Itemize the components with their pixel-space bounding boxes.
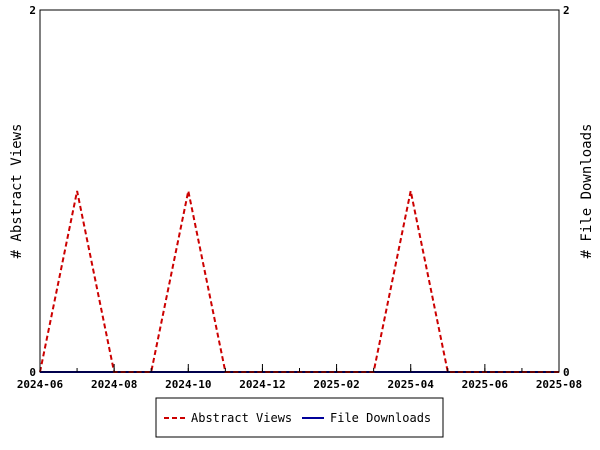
x-tick-label: 2025-02 — [313, 378, 359, 391]
plot-frame — [39, 9, 560, 373]
y-left-tick-label: 2 — [29, 4, 36, 17]
axes: 2024-06 2024-08 2024-10 2024-12 2025-02 2025-… — [17, 4, 582, 391]
x-tick-label: 2024-08 — [91, 378, 137, 391]
y-axis-left-title: # Abstract Views — [9, 124, 25, 259]
x-tick-label: 2025-06 — [462, 378, 509, 391]
y-right-tick-label: 2 — [563, 4, 570, 17]
legend-label-abstract-views: Abstract Views — [191, 411, 292, 425]
legend-box — [155, 397, 444, 438]
x-tick-label: 2025-08 — [536, 378, 582, 391]
y-left-tick-label: 0 — [29, 366, 36, 379]
plot-area — [39, 190, 559, 373]
x-tick-label: 2024-12 — [239, 378, 285, 391]
legend: Abstract Views File Downloads — [155, 397, 444, 438]
series-line-abstract-views — [39, 190, 559, 373]
x-tick-label: 2024-06 — [17, 378, 64, 391]
legend-label-file-downloads: File Downloads — [330, 411, 431, 425]
x-tick-label: 2024-10 — [165, 378, 211, 391]
y-axis-right-title: # File Downloads — [579, 124, 595, 259]
y-right-tick-label: 0 — [563, 366, 570, 379]
x-tick-label: 2025-04 — [388, 378, 435, 391]
